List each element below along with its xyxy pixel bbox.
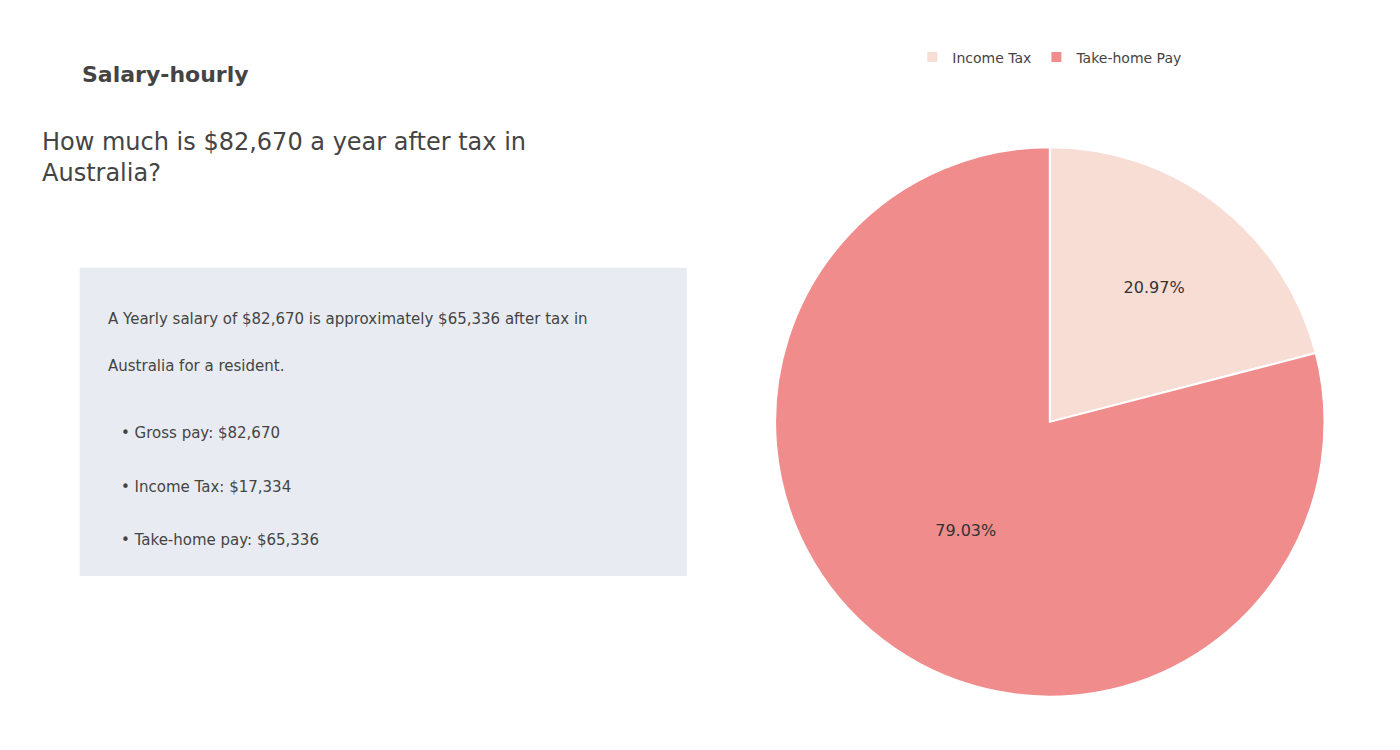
svg-text:How much is $82,670 a year aft: How much is $82,670 a year after tax inA…: [42, 128, 526, 187]
svg-text:Salary-hourly: Salary-hourly: [82, 62, 249, 87]
svg-text:Australia for a resident.: Australia for a resident.: [108, 357, 284, 375]
svg-text:20.97%: 20.97%: [1124, 278, 1185, 297]
svg-text:79.03%: 79.03%: [935, 521, 996, 540]
svg-text:• Gross pay: $82,670: • Gross pay: $82,670: [121, 424, 280, 442]
svg-text:• Take-home pay: $65,336: • Take-home pay: $65,336: [121, 531, 319, 549]
svg-text:Income Tax: Income Tax: [952, 50, 1031, 66]
svg-text:Take-home Pay: Take-home Pay: [1075, 50, 1181, 66]
svg-text:• Income Tax: $17,334: • Income Tax: $17,334: [121, 478, 291, 496]
svg-text:A Yearly salary of $82,670 is: A Yearly salary of $82,670 is approximat…: [108, 310, 588, 328]
